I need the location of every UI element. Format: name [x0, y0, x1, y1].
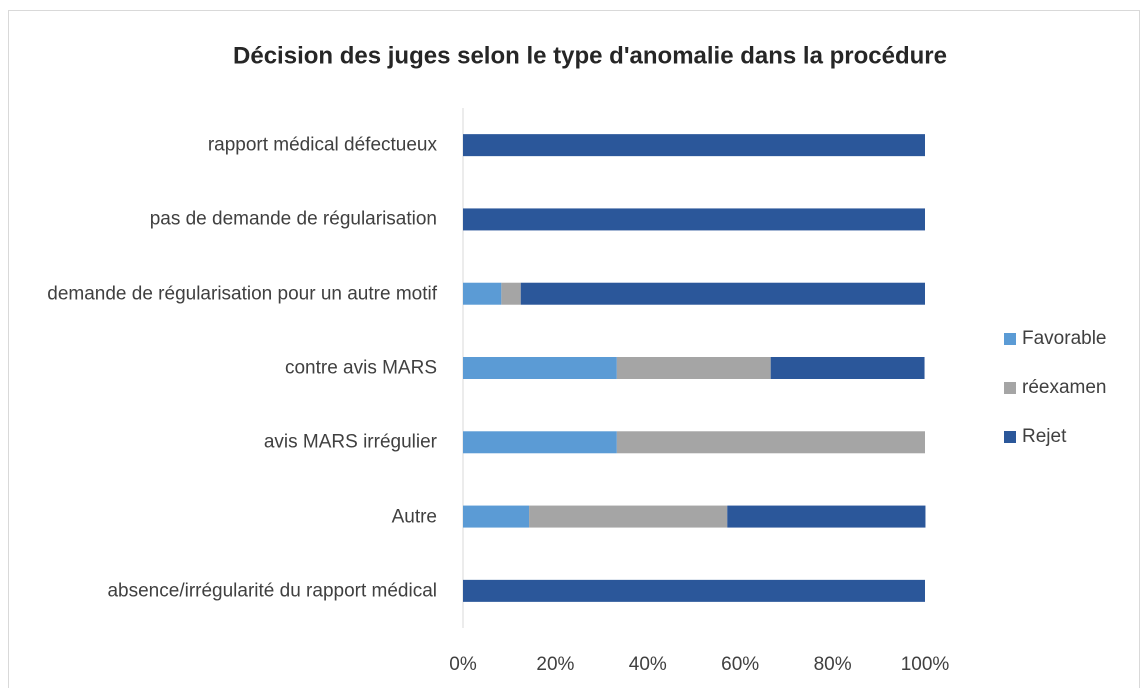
bar-segment [463, 208, 925, 231]
category-label-box: Autre [7, 503, 437, 530]
category-label-box: contre avis MARS [7, 355, 437, 382]
legend-swatch [1004, 431, 1016, 443]
y-tick-label: pas de demande de régularisation [149, 208, 437, 230]
category-label-box: demande de régularisation pour un autre … [7, 280, 437, 307]
category-label-box: avis MARS irrégulier [7, 429, 437, 456]
legend-label: réexamen [1022, 377, 1107, 398]
y-tick-label: demande de régularisation pour un autre … [47, 283, 437, 305]
category-label-box: absence/irrégularité du rapport médical [7, 577, 437, 604]
bar-segment [727, 505, 926, 528]
bar-segment [501, 282, 521, 305]
x-tick-label: 0% [449, 654, 477, 675]
bar-segment [529, 505, 728, 528]
category-label-box: pas de demande de régularisation [7, 206, 437, 233]
x-tick-label: 80% [814, 654, 852, 675]
y-tick-label: Autre [391, 506, 437, 528]
legend-swatch [1004, 333, 1016, 345]
bar-segment [616, 357, 771, 379]
x-tick-label: 60% [721, 654, 759, 675]
bar-segment [770, 357, 925, 379]
bar-segment [463, 134, 925, 157]
y-tick-label: rapport médical défectueux [207, 134, 437, 156]
x-tick-label: 100% [901, 654, 950, 675]
bar-segment [463, 431, 617, 454]
legend-swatch [1004, 382, 1016, 394]
chart-title: Décision des juges selon le type d'anoma… [233, 42, 947, 69]
bar-segment [463, 505, 530, 528]
x-tick-label: 20% [536, 654, 574, 675]
x-tick-label: 40% [629, 654, 667, 675]
bar-segment [463, 282, 502, 305]
bar-segment [616, 431, 925, 454]
y-tick-label: contre avis MARS [284, 357, 437, 379]
legend-label: Rejet [1022, 426, 1067, 447]
chart-frame [8, 10, 1140, 688]
category-label-box: rapport médical défectueux [7, 132, 437, 159]
y-tick-label: avis MARS irrégulier [263, 431, 437, 453]
y-tick-label: absence/irrégularité du rapport médical [107, 580, 437, 602]
legend-label: Favorable [1022, 328, 1107, 349]
bar-segment [520, 282, 925, 305]
bar-segment [463, 357, 617, 379]
bar-segment [463, 579, 925, 602]
